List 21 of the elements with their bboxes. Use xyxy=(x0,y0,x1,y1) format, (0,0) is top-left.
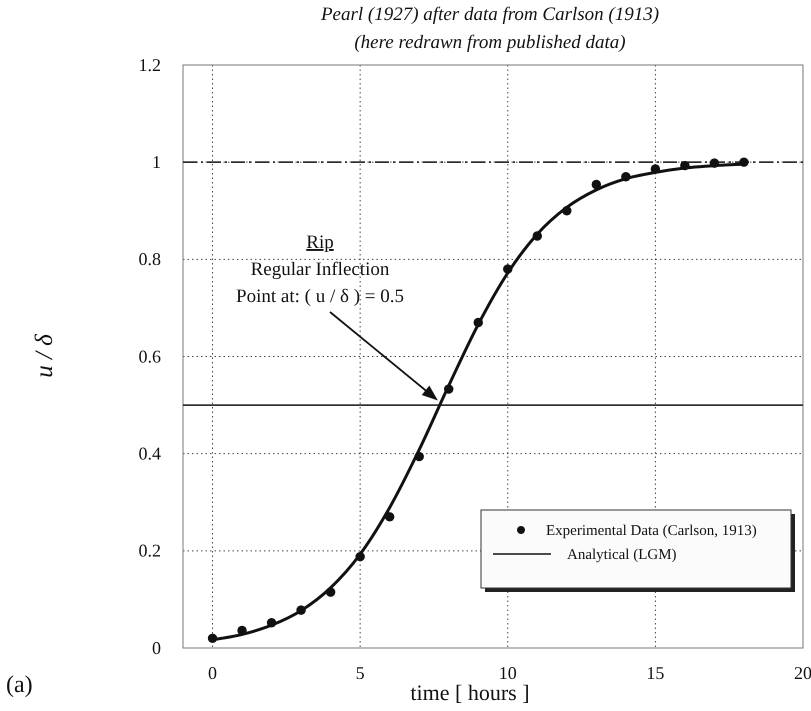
x-tick-label: 10 xyxy=(498,662,517,683)
text: (a) xyxy=(6,672,33,698)
y-tick-label: 0.6 xyxy=(138,346,161,366)
y-tick-label: 0.2 xyxy=(138,540,161,561)
y-tick-label: 0.4 xyxy=(138,443,161,464)
x-axis-title: time [ hours ] xyxy=(410,680,530,705)
chart-title: Pearl (1927) after data from Carlson (1913) xyxy=(320,4,660,25)
y-tick-label: 0 xyxy=(152,638,161,658)
y-tick-label: 1 xyxy=(152,152,161,172)
x-tick-label: 5 xyxy=(356,662,365,683)
x-tick-label: 0 xyxy=(208,662,218,683)
x-tick-label: 20 xyxy=(794,662,811,683)
y-axis-title: u / δ xyxy=(31,334,58,378)
chart-subtitle: (here redrawn from published data) xyxy=(354,32,626,53)
y-tick-label: 0.8 xyxy=(138,249,161,270)
point xyxy=(592,180,602,190)
y-tick-label: 1.2 xyxy=(138,54,161,75)
legend-label: Experimental Data (Carlson, 1913) xyxy=(546,523,757,539)
legend-label: Analytical (LGM) xyxy=(567,547,677,563)
annotation: Rip Regular Inflection Point at: ( u / δ ) = 0.5 xyxy=(236,232,404,307)
x-tick-label: 15 xyxy=(646,662,664,683)
